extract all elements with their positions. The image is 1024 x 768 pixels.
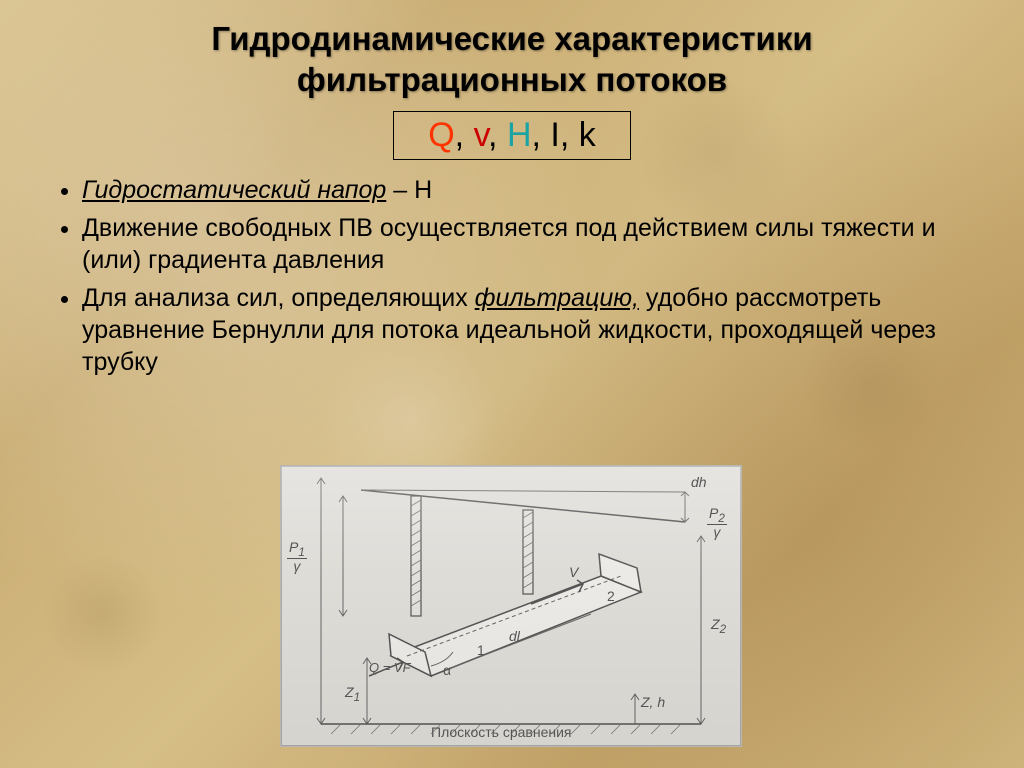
label-z2: Z2 <box>711 616 726 636</box>
variables-box-wrap: Q, v, H, I, k <box>40 111 984 160</box>
label-alpha: α <box>443 662 451 678</box>
var-I: I <box>550 116 559 154</box>
var-separator: , <box>488 116 507 154</box>
label-v: V <box>569 564 578 580</box>
bullet-rest: – Н <box>386 176 432 204</box>
label-1: 1 <box>477 642 485 658</box>
bullet-item-1: Движение свободных ПВ осуществляется под… <box>82 212 984 276</box>
bullet-list: Гидростатический напор – Н Движение свобо… <box>40 174 984 378</box>
slide-title: Гидродинамические характеристики фильтра… <box>40 18 984 101</box>
title-line-2: фильтрационных потоков <box>297 61 727 98</box>
bullet-underline: фильтрацию, <box>475 284 639 312</box>
label-2: 2 <box>607 588 615 604</box>
var-Q: Q <box>428 116 454 154</box>
label-dl: dl <box>509 628 520 644</box>
label-p2-over-gamma: P2γ <box>707 506 727 539</box>
var-v: v <box>474 116 488 154</box>
label-datum: Плоскость сравнения <box>431 724 572 740</box>
figure-container: P1γ P2γ dh V 2 1 dl α Z1 Z2 Q = VF Z, h … <box>280 465 740 745</box>
diagram-svg <box>281 466 741 746</box>
bullet-item-2: Для анализа сил, определяющих фильтрацию… <box>82 282 984 378</box>
var-H: H <box>507 116 532 154</box>
label-dh: dh <box>691 474 707 490</box>
variables-box: Q, v, H, I, k <box>393 111 631 160</box>
bullet-pre: Для анализа сил, определяющих <box>82 284 475 312</box>
title-line-1: Гидродинамические характеристики <box>211 20 812 57</box>
figure-frame: P1γ P2γ dh V 2 1 dl α Z1 Z2 Q = VF Z, h … <box>280 465 742 747</box>
label-z1: Z1 <box>345 684 360 704</box>
bullet-item-0: Гидростатический напор – Н <box>82 174 984 206</box>
var-k: k <box>579 116 596 154</box>
var-separator: , <box>560 116 579 154</box>
var-separator: , <box>455 116 474 154</box>
label-q-vf: Q = VF <box>369 660 411 675</box>
bullet-lead: Гидростатический напор <box>82 176 386 204</box>
label-zh: Z, h <box>641 694 665 710</box>
label-p1-over-gamma: P1γ <box>287 540 307 573</box>
slide-root: Гидродинамические характеристики фильтра… <box>0 0 1024 768</box>
var-separator: , <box>532 116 551 154</box>
